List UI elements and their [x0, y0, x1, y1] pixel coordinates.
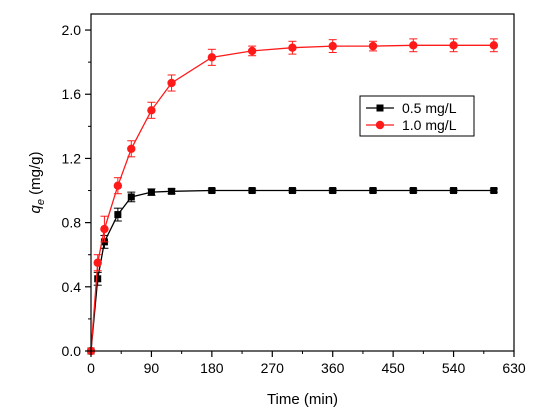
- series-0: [87, 187, 498, 355]
- data-point: [409, 41, 418, 50]
- y-tick-label: 0.4: [62, 279, 82, 295]
- y-axis-title-subscript: e: [35, 199, 47, 205]
- x-axis-title: Time (min): [267, 391, 338, 408]
- legend-item: 1.0 mg/L: [366, 117, 457, 133]
- data-point: [449, 41, 458, 50]
- x-tick-label: 360: [321, 360, 345, 376]
- data-point: [288, 187, 296, 195]
- legend-box: [359, 95, 475, 137]
- data-point: [248, 187, 256, 195]
- x-tick-label: 270: [261, 360, 285, 376]
- legend-item: 0.5 mg/L: [366, 100, 457, 116]
- plot-frame: [90, 13, 515, 352]
- data-point: [147, 188, 155, 196]
- legend-label: 1.0 mg/L: [402, 117, 457, 133]
- x-tick-label: 180: [200, 360, 224, 376]
- y-tick-label: 1.2: [62, 150, 82, 166]
- data-point: [329, 187, 337, 195]
- data-point: [247, 46, 257, 56]
- data-point: [489, 41, 499, 50]
- data-point: [127, 144, 136, 153]
- y-axis-title-unit: (mg/g): [27, 152, 44, 200]
- data-point: [127, 193, 135, 201]
- data-point: [450, 187, 458, 195]
- legend-marker: [375, 120, 385, 130]
- axes-layer: 0 90 180 270 360 450 540 630 0.0 0.4 0.8 1.2 1.6 2.0: [62, 22, 526, 376]
- data-point: [368, 41, 378, 51]
- data-point: [147, 106, 156, 115]
- legend: 0.5 mg/L1.0 mg/L: [359, 95, 475, 137]
- series-1: [86, 38, 499, 356]
- y-tick-label: 1.6: [62, 86, 82, 102]
- y-tick-label: 0.0: [62, 343, 82, 359]
- data-point: [94, 275, 102, 283]
- x-tick-label: 0: [87, 360, 95, 376]
- series-line: [90, 189, 494, 352]
- y-axis-title: qe (mg/g): [27, 152, 47, 214]
- legend-items: 0.5 mg/L1.0 mg/L: [366, 100, 457, 133]
- data-point: [167, 78, 176, 88]
- series-layer: [86, 38, 499, 356]
- legend-label: 0.5 mg/L: [402, 100, 457, 116]
- y-axis-title-main: q: [27, 204, 44, 213]
- data-point: [409, 187, 417, 195]
- x-tick-label: 540: [442, 360, 466, 376]
- series-line: [90, 44, 494, 352]
- legend-marker: [376, 104, 384, 112]
- data-point: [100, 224, 109, 234]
- data-point: [114, 211, 122, 219]
- x-tick-label: 450: [381, 360, 405, 376]
- y-tick-label: 0.8: [62, 215, 82, 231]
- x-tick-label: 630: [502, 360, 526, 376]
- data-point: [288, 43, 297, 52]
- x-tick-label: 90: [144, 360, 160, 376]
- data-point: [369, 187, 377, 195]
- data-point: [168, 187, 176, 195]
- data-point: [328, 41, 337, 51]
- data-point: [490, 187, 498, 195]
- data-point: [93, 258, 102, 267]
- data-point: [207, 53, 217, 62]
- data-point: [113, 181, 123, 190]
- data-point: [208, 187, 216, 195]
- y-tick-label: 2.0: [62, 22, 82, 38]
